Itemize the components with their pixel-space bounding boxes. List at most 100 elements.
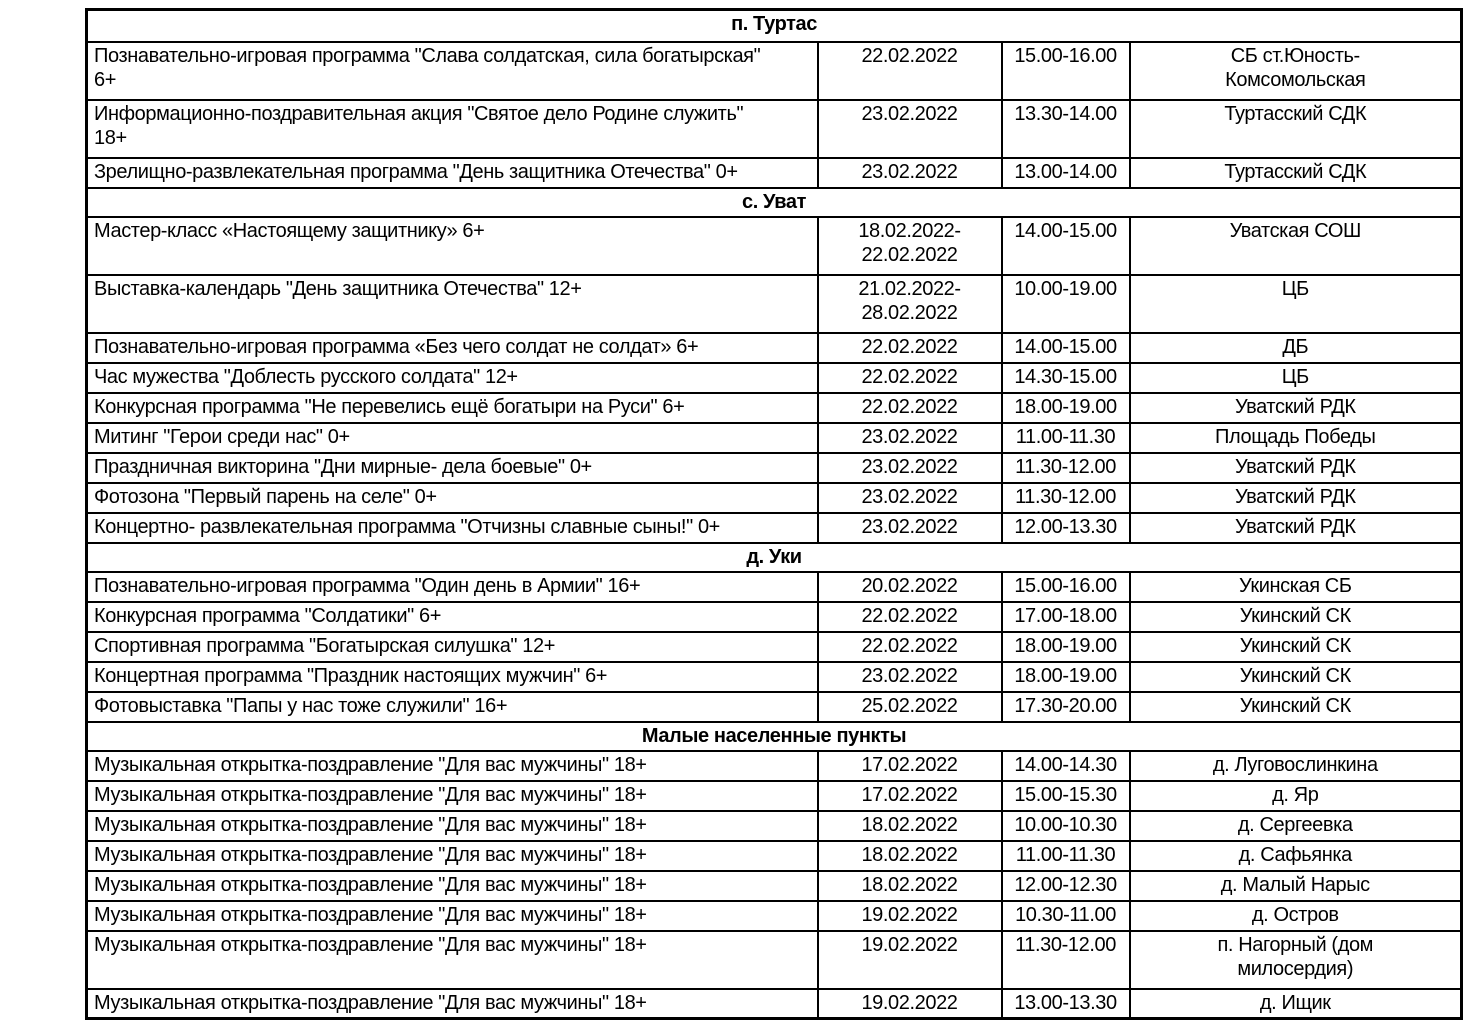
location-cell: Туртасский СДК	[1128, 156, 1463, 189]
location-cell: ДБ	[1128, 331, 1463, 364]
event-cell: Музыкальная открытка-поздравление "Для в…	[85, 749, 819, 782]
location-cell: СБ ст.Юность- Комсомольская	[1128, 40, 1463, 101]
event-cell: Конкурсная программа "Не перевелись ещё …	[85, 391, 819, 424]
time-cell: 10.00-19.00	[1000, 273, 1131, 334]
date-cell: 17.02.2022	[816, 749, 1003, 782]
location-cell: Укинский СК	[1128, 690, 1463, 723]
event-cell: Праздничная викторина "Дни мирные- дела …	[85, 451, 819, 484]
time-cell: 13.00-13.30	[1000, 987, 1131, 1020]
time-cell: 11.30-12.00	[1000, 451, 1131, 484]
section-header: с. Уват	[85, 186, 1463, 218]
time-cell: 11.30-12.00	[1000, 481, 1131, 514]
table-row: Музыкальная открытка-поздравление "Для в…	[85, 899, 1463, 932]
date-cell: 22.02.2022	[816, 600, 1003, 633]
time-cell: 18.00-19.00	[1000, 391, 1131, 424]
location-cell: Укинский СК	[1128, 600, 1463, 633]
section-header-row: д. Уки	[85, 541, 1463, 573]
time-cell: 13.00-14.00	[1000, 156, 1131, 189]
table-row: Музыкальная открытка-поздравление "Для в…	[85, 869, 1463, 902]
section-header-row: п. Туртас	[85, 8, 1463, 43]
event-cell: Концертно- развлекательная программа "От…	[85, 511, 819, 544]
table-row: Музыкальная открытка-поздравление "Для в…	[85, 779, 1463, 812]
date-cell: 25.02.2022	[816, 690, 1003, 723]
table-row: Час мужества "Доблесть русского солдата"…	[85, 361, 1463, 394]
date-cell: 19.02.2022	[816, 987, 1003, 1020]
date-cell: 18.02.2022	[816, 839, 1003, 872]
location-cell: Укинский СК	[1128, 660, 1463, 693]
date-cell: 23.02.2022	[816, 660, 1003, 693]
table-row: Концертная программа "Праздник настоящих…	[85, 660, 1463, 693]
section-header: д. Уки	[85, 541, 1463, 573]
event-cell: Музыкальная открытка-поздравление "Для в…	[85, 869, 819, 902]
location-cell: д. Яр	[1128, 779, 1463, 812]
event-cell: Музыкальная открытка-поздравление "Для в…	[85, 839, 819, 872]
time-cell: 15.00-16.00	[1000, 40, 1131, 101]
time-cell: 15.00-16.00	[1000, 570, 1131, 603]
date-cell: 19.02.2022	[816, 929, 1003, 990]
section-header: п. Туртас	[85, 8, 1463, 43]
table-row: Музыкальная открытка-поздравление "Для в…	[85, 809, 1463, 842]
location-cell: Туртасский СДК	[1128, 98, 1463, 159]
location-cell: ЦБ	[1128, 361, 1463, 394]
time-cell: 11.00-11.30	[1000, 839, 1131, 872]
events-schedule-table: п. Туртас Познавательно-игровая программ…	[85, 8, 1464, 1020]
time-cell: 17.00-18.00	[1000, 600, 1131, 633]
date-cell: 19.02.2022	[816, 899, 1003, 932]
event-cell: Спортивная программа "Богатырская силушк…	[85, 630, 819, 663]
time-cell: 14.00-14.30	[1000, 749, 1131, 782]
time-cell: 12.00-13.30	[1000, 511, 1131, 544]
location-cell: Уватский РДК	[1128, 481, 1463, 514]
event-cell: Фотозона "Первый парень на селе" 0+	[85, 481, 819, 514]
section-header: Малые населенные пункты	[85, 720, 1463, 752]
event-cell: Познавательно-игровая программа «Без чег…	[85, 331, 819, 364]
table-row: Музыкальная открытка-поздравление "Для в…	[85, 749, 1463, 782]
table-row: Митинг "Герои среди нас" 0+ 23.02.2022 1…	[85, 421, 1463, 454]
time-cell: 18.00-19.00	[1000, 660, 1131, 693]
table-row: Познавательно-игровая программа "Один де…	[85, 570, 1463, 603]
event-cell: Музыкальная открытка-поздравление "Для в…	[85, 899, 819, 932]
date-cell: 22.02.2022	[816, 40, 1003, 101]
event-cell: Познавательно-игровая программа "Один де…	[85, 570, 819, 603]
date-cell: 23.02.2022	[816, 421, 1003, 454]
table-row: Праздничная викторина "Дни мирные- дела …	[85, 451, 1463, 484]
time-cell: 10.00-10.30	[1000, 809, 1131, 842]
table-row: Музыкальная открытка-поздравление "Для в…	[85, 987, 1463, 1020]
time-cell: 11.30-12.00	[1000, 929, 1131, 990]
location-cell: д. Остров	[1128, 899, 1463, 932]
table-row: Музыкальная открытка-поздравление "Для в…	[85, 929, 1463, 990]
date-cell: 23.02.2022	[816, 451, 1003, 484]
section-header-row: Малые населенные пункты	[85, 720, 1463, 752]
location-cell: ЦБ	[1128, 273, 1463, 334]
location-cell: д. Сергеевка	[1128, 809, 1463, 842]
table-row: Музыкальная открытка-поздравление "Для в…	[85, 839, 1463, 872]
table-row: Фотовыставка "Папы у нас тоже служили" 1…	[85, 690, 1463, 723]
time-cell: 18.00-19.00	[1000, 630, 1131, 663]
location-cell: Уватский РДК	[1128, 511, 1463, 544]
time-cell: 12.00-12.30	[1000, 869, 1131, 902]
time-cell: 11.00-11.30	[1000, 421, 1131, 454]
date-cell: 17.02.2022	[816, 779, 1003, 812]
section-header-row: с. Уват	[85, 186, 1463, 218]
location-cell: Уватский РДК	[1128, 391, 1463, 424]
event-cell: Музыкальная открытка-поздравление "Для в…	[85, 987, 819, 1020]
table-row: Конкурсная программа "Солдатики" 6+ 22.0…	[85, 600, 1463, 633]
time-cell: 15.00-15.30	[1000, 779, 1131, 812]
event-cell: Информационно-поздравительная акция "Свя…	[85, 98, 819, 159]
table-row: Выставка-календарь "День защитника Отече…	[85, 273, 1463, 334]
location-cell: д. Малый Нарыс	[1128, 869, 1463, 902]
event-cell: Зрелищно-развлекательная программа "День…	[85, 156, 819, 189]
time-cell: 14.00-15.00	[1000, 215, 1131, 276]
location-cell: п. Нагорный (дом милосердия)	[1128, 929, 1463, 990]
date-cell: 22.02.2022	[816, 630, 1003, 663]
date-cell: 23.02.2022	[816, 481, 1003, 514]
table-row: Фотозона "Первый парень на селе" 0+ 23.0…	[85, 481, 1463, 514]
date-cell: 18.02.2022- 22.02.2022	[816, 215, 1003, 276]
date-cell: 23.02.2022	[816, 511, 1003, 544]
time-cell: 17.30-20.00	[1000, 690, 1131, 723]
event-cell: Конкурсная программа "Солдатики" 6+	[85, 600, 819, 633]
table-row: Информационно-поздравительная акция "Свя…	[85, 98, 1463, 159]
event-cell: Мастер-класс «Настоящему защитнику» 6+	[85, 215, 819, 276]
date-cell: 22.02.2022	[816, 361, 1003, 394]
table-row: Познавательно-игровая программа «Без чег…	[85, 331, 1463, 364]
event-cell: Концертная программа "Праздник настоящих…	[85, 660, 819, 693]
